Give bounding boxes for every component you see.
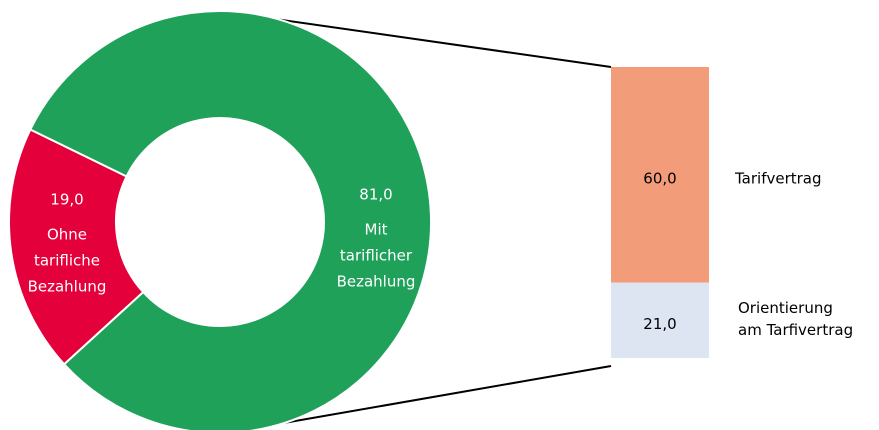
donut-segment [29, 10, 432, 430]
segment-label: am Tarfivertrag [738, 321, 853, 339]
segment-label: Mit [365, 221, 388, 239]
data-label: 60,0 [643, 169, 676, 187]
connector-line [239, 13, 612, 68]
segment-label: tarifliche [34, 252, 100, 270]
bar-segment [611, 67, 709, 283]
bar-segment [611, 282, 709, 358]
segment-label: Orientierung [738, 299, 833, 317]
segment-label: Ohne [47, 226, 87, 244]
data-label: 81,0 [359, 186, 392, 204]
segment-label: tariflicher [340, 247, 413, 265]
connector-line [254, 365, 612, 429]
donut-segment [8, 128, 145, 366]
segment-label: Bezahlung [337, 273, 416, 291]
data-label: 21,0 [643, 315, 676, 333]
segment-label: Tarifvertrag [734, 169, 822, 187]
segment-label: Bezahlung [28, 278, 107, 296]
data-label: 19,0 [50, 191, 83, 209]
